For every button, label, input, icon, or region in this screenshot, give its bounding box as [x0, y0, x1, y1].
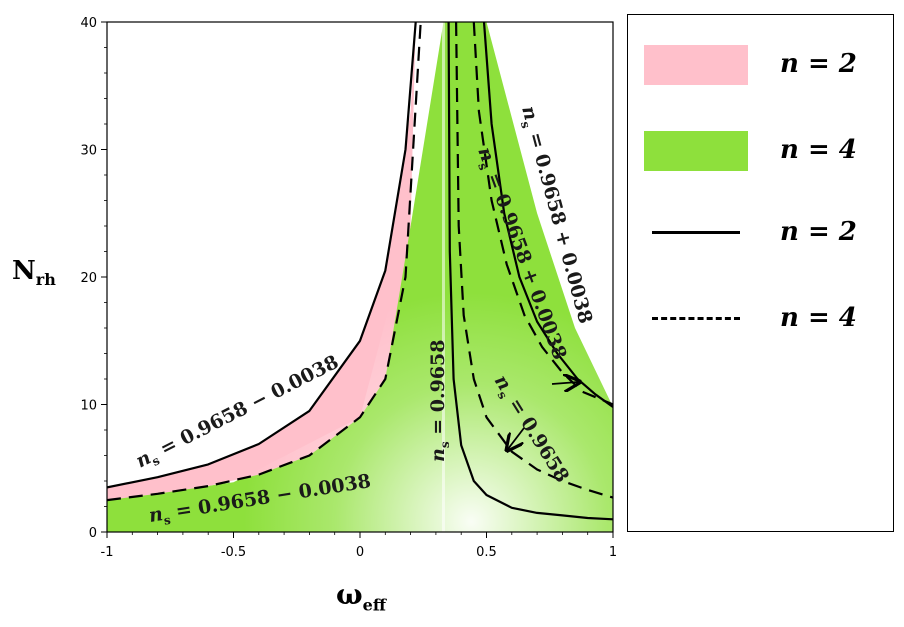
solid-line-swatch — [652, 231, 740, 234]
region-n2 — [107, 22, 416, 501]
x-tick-label: -1 — [101, 545, 114, 560]
curve-n2-solid — [482, 22, 613, 408]
legend-item-n2-line: n = 2 — [628, 211, 893, 255]
y-tick-label: 10 — [80, 399, 97, 414]
curve-annotation: ns = 0.9658 — [427, 340, 452, 462]
curve-n4-dashed — [455, 22, 613, 499]
region-n4-highlight — [107, 22, 613, 532]
legend-item-n4-line: n = 4 — [628, 297, 893, 341]
curve-n2-solid — [447, 22, 613, 521]
y-tick-label: 40 — [80, 16, 97, 31]
curve-n4-dashed — [107, 22, 422, 502]
x-tick-label: 0 — [356, 545, 364, 560]
legend-label: n = 4 — [780, 135, 857, 165]
y-tick-label: 0 — [89, 526, 97, 541]
y-axis-label: Nrh — [12, 256, 56, 290]
y-tick-label: 30 — [80, 144, 97, 159]
legend-item-n2-region: n = 2 — [628, 43, 893, 87]
legend-label: n = 2 — [780, 217, 857, 247]
pink-region-swatch — [644, 45, 748, 85]
x-tick-label: 1 — [609, 545, 617, 560]
legend-label: n = 2 — [780, 49, 857, 79]
y-tick-label: 20 — [80, 271, 97, 286]
curve-n4-dashed — [472, 22, 613, 406]
green-region-swatch — [644, 131, 748, 171]
annotation-arrow — [508, 427, 525, 449]
dashed-line-swatch — [652, 317, 740, 320]
x-axis-label: ωeff — [336, 578, 386, 615]
legend-label: n = 4 — [780, 303, 857, 333]
legend-item-n4-region: n = 4 — [628, 129, 893, 173]
legend: n = 2 n = 4 n = 2 n = 4 — [627, 14, 894, 532]
x-tick-label: -0.5 — [221, 545, 246, 560]
annotation-arrow — [551, 382, 578, 384]
curve-n2-solid — [107, 22, 417, 489]
x-tick-label: 0.5 — [476, 545, 497, 560]
